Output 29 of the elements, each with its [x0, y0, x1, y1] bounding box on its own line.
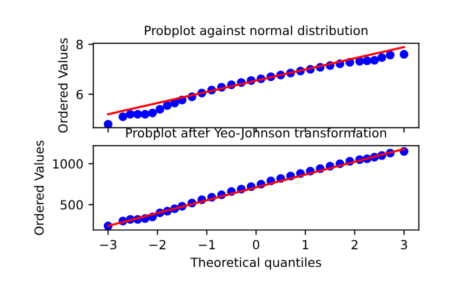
point — [156, 104, 164, 114]
y-tick-label: 500 — [60, 200, 83, 210]
point — [400, 50, 408, 59]
y-axis-title: Ordered Values — [58, 38, 68, 133]
point — [377, 53, 386, 62]
point — [104, 120, 112, 128]
y-tick-label: 6 — [76, 90, 83, 100]
y-axis-title: Ordered Values — [34, 140, 44, 235]
point — [370, 56, 379, 65]
x-axis-title: Theoretical quantiles — [190, 257, 322, 270]
point — [162, 101, 172, 110]
point — [148, 108, 157, 118]
x-tick-label: 2 — [352, 240, 358, 250]
chart-title: Probplot against normal distribution — [144, 25, 368, 38]
point — [140, 110, 150, 119]
point — [133, 110, 142, 119]
y-tick-label: 8 — [76, 40, 83, 50]
point — [126, 110, 135, 119]
point — [386, 50, 395, 60]
x-tick-label: 3 — [401, 240, 408, 250]
point — [118, 112, 128, 122]
point — [362, 56, 372, 66]
x-tick-label: −1 — [198, 240, 215, 250]
x-tick-label: 0 — [252, 240, 260, 250]
chart-title: Probplot after Yeo-Johnson transformation — [126, 128, 386, 140]
y-tick-label: 1000 — [53, 159, 83, 169]
x-tick-label: 1 — [302, 240, 308, 250]
x-tick-label: −3 — [100, 240, 116, 250]
x-tick-label: −2 — [150, 240, 166, 250]
